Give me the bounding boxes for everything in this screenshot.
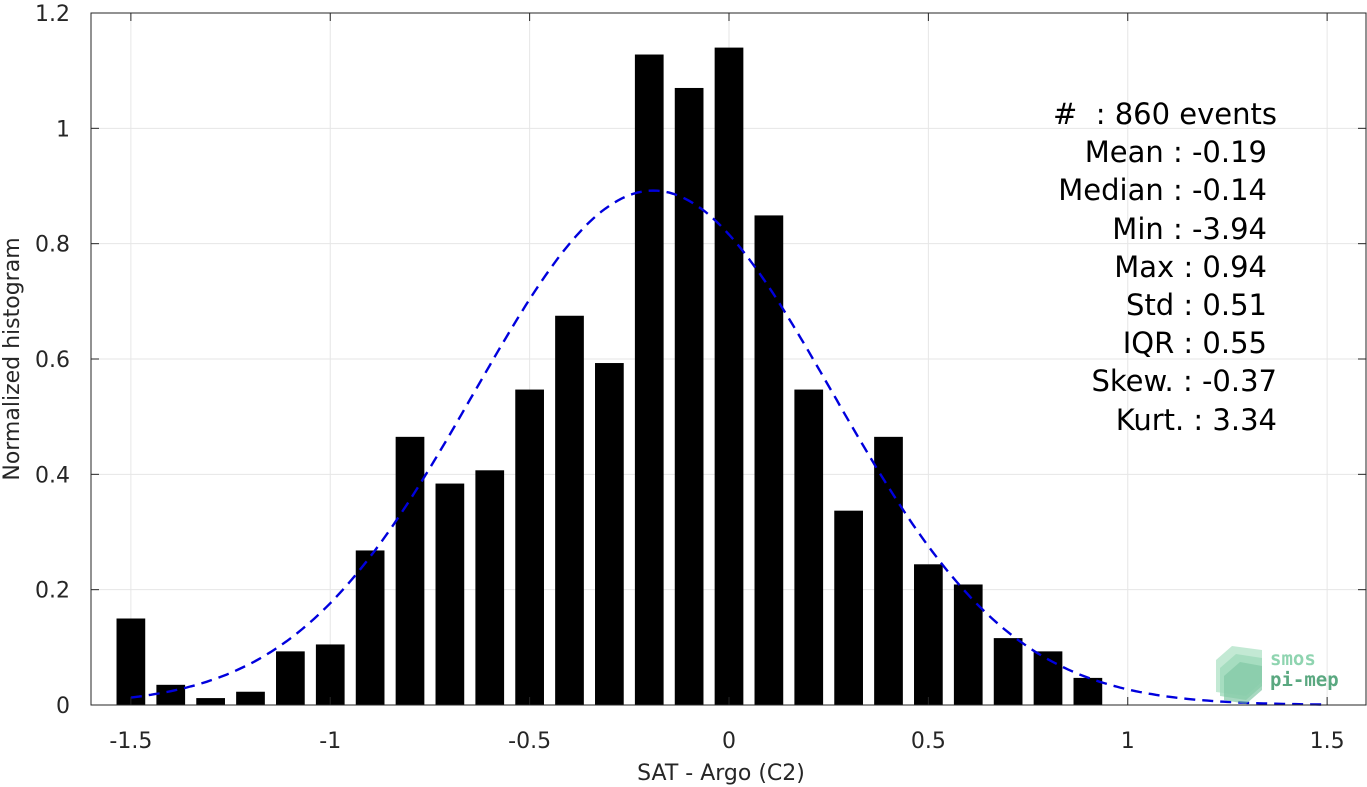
logo-mark-icon <box>1216 646 1262 704</box>
histogram-bar-3 <box>236 691 265 705</box>
y-tick-labels: 0 0.2 0.4 0.6 0.8 1 1.2 <box>35 2 70 719</box>
stat-mean: Mean : -0.19 <box>1085 135 1267 169</box>
histogram-bar-18 <box>834 510 863 705</box>
histogram-bar-19 <box>874 436 903 705</box>
x-tick-label-0: -1.5 <box>109 729 152 754</box>
fit-curve-line <box>130 189 1328 706</box>
histogram-bar-4 <box>276 651 305 705</box>
histogram-bar-13 <box>634 54 664 705</box>
y-tick-label-1: 0.2 <box>35 579 70 604</box>
normal-fit-curve <box>130 189 1328 706</box>
histogram-bar-10 <box>515 389 544 705</box>
x-tick-label-6: 1.5 <box>1310 729 1345 754</box>
histogram-bar-5 <box>315 644 345 705</box>
y-tick-label-2: 0.4 <box>35 463 70 488</box>
axes <box>90 12 1367 706</box>
histogram-bar-24 <box>1073 677 1103 705</box>
x-axis-title: SAT - Argo (C2) <box>637 761 805 786</box>
histogram-bar-6 <box>355 550 385 705</box>
histogram-bar-21 <box>953 584 983 705</box>
stat-median: Median : -0.14 <box>1058 173 1267 207</box>
logo-text-smos: smos <box>1270 648 1316 670</box>
stat-skew: Skew. : -0.37 <box>1091 364 1277 398</box>
x-tick-labels: -1.5 -1 -0.5 0 0.5 1 1.5 <box>109 729 1344 754</box>
stat-min: Min : -3.94 <box>1112 212 1267 246</box>
stat-iqr: IQR : 0.55 <box>1123 326 1267 360</box>
x-tick-label-2: -0.5 <box>508 729 551 754</box>
histogram-bar-16 <box>754 215 784 705</box>
histogram-bar-11 <box>555 315 584 705</box>
y-tick-label-0: 0 <box>56 694 70 719</box>
histogram-bar-12 <box>595 363 624 705</box>
histogram-bar-17 <box>794 389 824 705</box>
histogram-bar-2 <box>196 698 225 705</box>
histogram-bar-22 <box>993 638 1023 705</box>
histogram-bar-7 <box>395 436 425 705</box>
histogram-bar-0 <box>116 618 146 705</box>
y-tick-label-4: 0.8 <box>35 233 70 258</box>
histogram-bar-20 <box>914 564 943 705</box>
x-tick-label-4: 0.5 <box>911 729 946 754</box>
histogram-bar-9 <box>475 470 505 705</box>
smos-pi-mep-logo: smos pi-mep <box>1216 646 1339 704</box>
x-tick-label-3: 0 <box>722 729 736 754</box>
y-tick-label-5: 1 <box>56 117 70 142</box>
histogram-bar-1 <box>156 684 186 705</box>
stat-kurt: Kurt. : 3.34 <box>1116 403 1277 437</box>
stat-events: # : 860 events <box>1053 97 1277 131</box>
y-axis-title: Normalized histogram <box>0 237 25 480</box>
y-tick-label-3: 0.6 <box>35 348 70 373</box>
histogram-bar-15 <box>714 47 744 706</box>
histogram-bar-14 <box>674 87 704 705</box>
x-tick-label-5: 1 <box>1121 729 1135 754</box>
histogram-bar-8 <box>435 483 465 705</box>
statistics-box: # : 860 events Mean : -0.19 Median : -0.… <box>1053 97 1277 437</box>
stat-std: Std : 0.51 <box>1126 288 1267 322</box>
x-tick-label-1: -1 <box>319 729 341 754</box>
logo-text-pi-mep: pi-mep <box>1270 669 1339 691</box>
stat-max: Max : 0.94 <box>1114 250 1267 284</box>
y-tick-label-6: 1.2 <box>35 2 70 27</box>
histogram-bars <box>116 47 1103 706</box>
